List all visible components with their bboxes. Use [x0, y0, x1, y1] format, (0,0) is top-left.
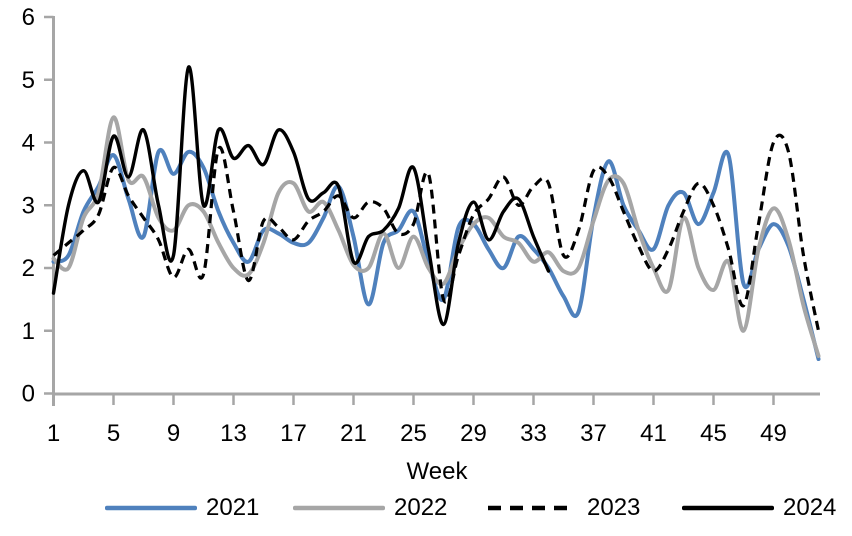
series-line-2024 [51, 65, 551, 327]
x-tick-label: 9 [167, 420, 180, 447]
y-tick-label: 5 [22, 67, 35, 94]
y-tick-label: 3 [22, 192, 35, 219]
x-tick-label: 13 [220, 420, 247, 447]
x-tick-label: 5 [107, 420, 120, 447]
legend-line-2021-icon [105, 505, 197, 511]
legend-item-2024: 2024 [682, 495, 836, 521]
legend-label-2024: 2024 [783, 494, 837, 521]
legend-item-2023: 2023 [486, 495, 640, 521]
x-axis-title: Week [406, 458, 468, 485]
x-tick-label: 21 [340, 420, 367, 447]
series-line-2023 [52, 133, 821, 332]
legend-label-2022: 2022 [394, 494, 448, 521]
x-tick-label: 1 [47, 420, 60, 447]
x-tick-label: 49 [760, 420, 787, 447]
y-tick-label: 1 [22, 318, 35, 345]
x-tick-label: 17 [280, 420, 307, 447]
x-tick-label: 41 [640, 420, 667, 447]
x-tick-label: 29 [460, 420, 487, 447]
x-tick-label: 33 [520, 420, 547, 447]
legend-line-2023-icon [488, 505, 576, 511]
legend-item-2021: 2021 [105, 495, 259, 521]
y-tick-label: 2 [22, 255, 35, 282]
x-tick-label: 37 [580, 420, 607, 447]
legend-line-2024-icon [682, 505, 774, 511]
legend-label-2023: 2023 [587, 494, 641, 521]
x-tick-label: 25 [400, 420, 427, 447]
legend-line-2022-icon [293, 505, 385, 511]
x-tick-label: 45 [700, 420, 727, 447]
y-tick-label: 4 [22, 130, 35, 157]
y-tick-label: 6 [22, 4, 35, 31]
series-line-2022 [51, 115, 821, 358]
legend-label-2021: 2021 [206, 494, 260, 521]
y-tick-label: 0 [22, 381, 35, 408]
legend-item-2022: 2022 [293, 495, 447, 521]
